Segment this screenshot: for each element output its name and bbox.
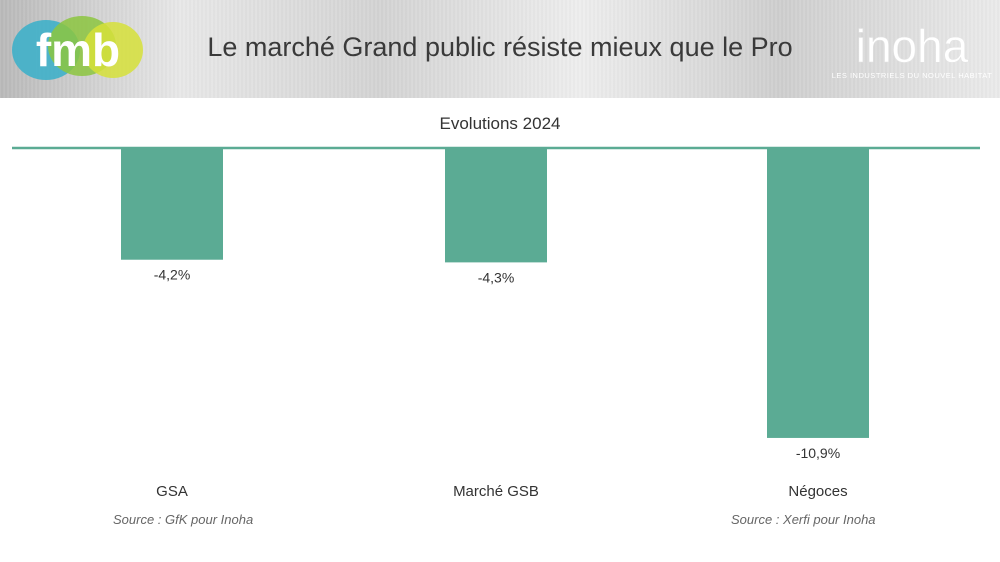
bar — [767, 148, 869, 438]
data-label: -10,9% — [796, 445, 840, 461]
fmb-logo: fmb — [12, 16, 143, 80]
source-right: Source : Xerfi pour Inoha — [731, 512, 876, 527]
header-banner — [0, 0, 1000, 98]
category-label: GSA — [156, 483, 188, 500]
inoha-logo: inoha LES INDUSTRIELS DU NOUVEL HABITAT — [832, 20, 992, 80]
inoha-logo-tagline: LES INDUSTRIELS DU NOUVEL HABITAT — [832, 71, 992, 80]
category-label: Négoces — [788, 483, 847, 500]
inoha-logo-text: inoha — [856, 20, 969, 72]
bar — [121, 148, 223, 260]
category-label: Marché GSB — [453, 483, 539, 500]
fmb-logo-text: fmb — [36, 24, 120, 76]
chart-title: Evolutions 2024 — [439, 114, 561, 133]
data-label: -4,3% — [478, 269, 515, 285]
data-label: -4,2% — [154, 267, 191, 283]
source-left: Source : GfK pour Inoha — [113, 512, 254, 527]
page-title: Le marché Grand public résiste mieux que… — [207, 32, 793, 62]
bar — [445, 148, 547, 263]
